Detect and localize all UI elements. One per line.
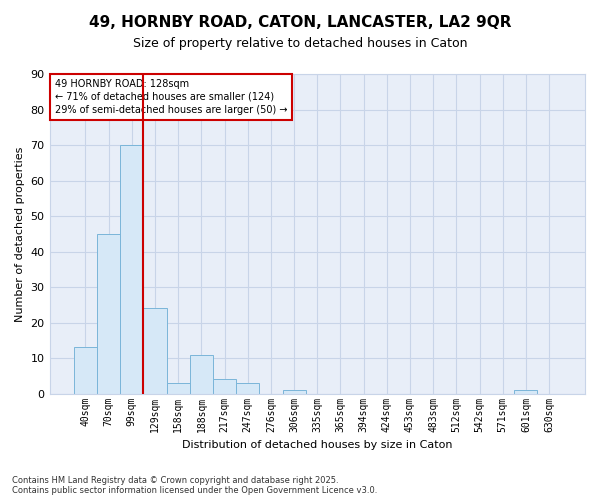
Bar	[236, 383, 259, 394]
Y-axis label: Number of detached properties: Number of detached properties	[15, 146, 25, 322]
Text: Size of property relative to detached houses in Caton: Size of property relative to detached ho…	[133, 38, 467, 51]
Bar	[167, 383, 190, 394]
Bar	[213, 380, 236, 394]
Bar	[283, 390, 305, 394]
Bar	[514, 390, 538, 394]
Text: 49 HORNBY ROAD: 128sqm
← 71% of detached houses are smaller (124)
29% of semi-de: 49 HORNBY ROAD: 128sqm ← 71% of detached…	[55, 79, 287, 115]
X-axis label: Distribution of detached houses by size in Caton: Distribution of detached houses by size …	[182, 440, 452, 450]
Bar	[143, 308, 167, 394]
Text: 49, HORNBY ROAD, CATON, LANCASTER, LA2 9QR: 49, HORNBY ROAD, CATON, LANCASTER, LA2 9…	[89, 15, 511, 30]
Text: Contains HM Land Registry data © Crown copyright and database right 2025.
Contai: Contains HM Land Registry data © Crown c…	[12, 476, 377, 495]
Bar	[120, 145, 143, 394]
Bar	[190, 354, 213, 394]
Bar	[74, 348, 97, 394]
Bar	[97, 234, 120, 394]
